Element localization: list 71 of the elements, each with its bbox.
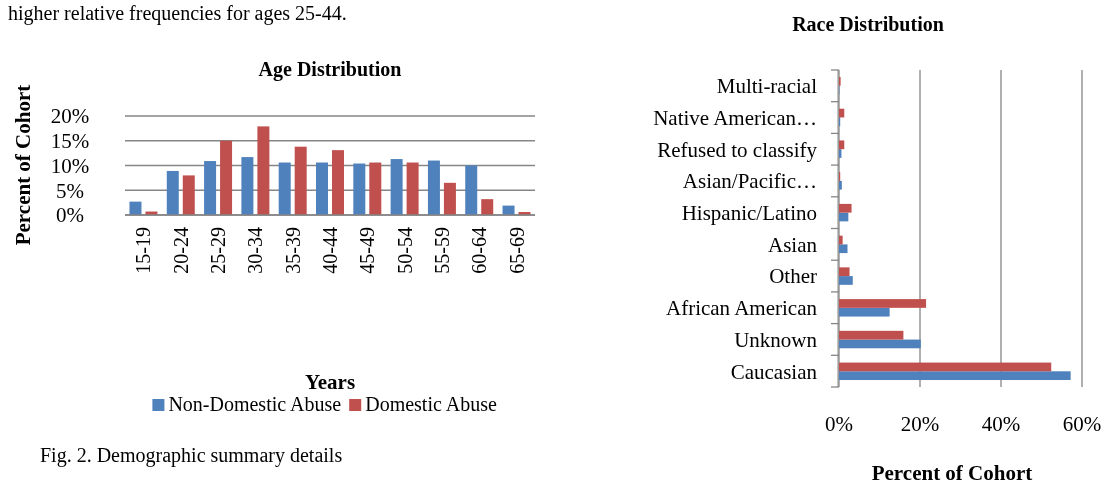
- y-tick-label: Caucasian: [730, 359, 818, 384]
- bar: [241, 157, 254, 215]
- x-tick-label: 40%: [981, 412, 1021, 436]
- y-tick-label: Other: [769, 264, 817, 289]
- y-tick-label: African American: [665, 296, 818, 321]
- bar: [839, 371, 1071, 381]
- bar: [839, 307, 890, 317]
- bar: [839, 180, 842, 190]
- bar: [406, 162, 419, 215]
- bar: [839, 203, 852, 213]
- bar: [839, 140, 845, 150]
- x-axis-title: Years: [304, 370, 356, 394]
- y-tick-label: 10%: [50, 153, 90, 178]
- bar: [465, 165, 478, 215]
- x-tick-label: 60%: [1062, 412, 1102, 436]
- x-tick-label: 20-24: [169, 227, 192, 274]
- x-tick-label: 0%: [825, 412, 853, 436]
- legend-label: Non-Domestic Abuse: [168, 393, 342, 415]
- bar: [332, 150, 344, 215]
- bar: [427, 160, 440, 215]
- bar: [481, 199, 494, 215]
- x-tick-label: 30-34: [244, 227, 267, 274]
- y-axis-title: Percent of Cohort: [11, 84, 35, 246]
- x-tick-label: 60-64: [468, 227, 491, 274]
- bar: [839, 299, 927, 308]
- y-tick-label: Refused to classify: [657, 137, 818, 162]
- y-tick-label: Asian: [768, 232, 818, 257]
- bar: [839, 330, 904, 340]
- bar: [278, 162, 291, 215]
- bar: [390, 159, 403, 215]
- bar: [353, 163, 366, 215]
- bar: [839, 244, 848, 254]
- x-tick-label: 50-54: [393, 227, 416, 274]
- bar: [443, 182, 456, 215]
- bar: [316, 162, 328, 215]
- y-tick-label: 5%: [56, 178, 84, 203]
- bar: [204, 161, 217, 215]
- chart-title: Age Distribution: [258, 58, 402, 81]
- y-tick-label: Unknown: [734, 327, 818, 352]
- caption: Fig. 2. Demographic summary details: [40, 444, 343, 467]
- x-tick-label: 20%: [900, 412, 940, 436]
- x-axis-title: Percent of Cohort: [871, 461, 1033, 484]
- y-tick-label: Native American…: [653, 105, 817, 130]
- y-tick-label: 0%: [56, 203, 84, 228]
- bar: [220, 140, 233, 215]
- y-tick-label: 15%: [50, 129, 90, 154]
- bar: [839, 235, 843, 245]
- text: higher relative frequencies for ages 25-44.: [8, 2, 347, 25]
- x-tick-label: 25-29: [207, 227, 230, 274]
- bar: [839, 339, 921, 349]
- bar: [166, 170, 179, 215]
- bar: [294, 146, 307, 215]
- chart-title: Race Distribution: [792, 13, 944, 35]
- y-tick-label: Hispanic/Latino: [681, 200, 817, 225]
- x-tick-label: 35-39: [281, 227, 304, 274]
- bar: [839, 267, 850, 277]
- bar: [839, 362, 1052, 372]
- bar: [129, 201, 142, 215]
- bar: [839, 276, 853, 285]
- bar: [257, 126, 270, 215]
- x-tick-label: 15-19: [132, 227, 155, 274]
- y-tick-label: 20%: [50, 104, 90, 129]
- bar: [369, 162, 382, 215]
- x-tick-label: 55-59: [430, 227, 453, 274]
- y-tick-label: Multi-racial: [716, 74, 818, 99]
- y-tick-label: Asian/Pacific…: [682, 169, 817, 194]
- x-tick-label: 65-69: [505, 227, 528, 274]
- x-tick-label: 45-49: [356, 227, 379, 274]
- bar: [182, 175, 195, 215]
- legend-label: Domestic Abuse: [365, 393, 497, 415]
- x-tick-label: 40-44: [319, 227, 341, 274]
